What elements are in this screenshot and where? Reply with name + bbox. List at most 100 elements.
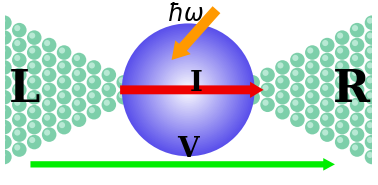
Circle shape	[104, 85, 110, 91]
Circle shape	[307, 62, 313, 68]
Circle shape	[14, 40, 20, 46]
Circle shape	[89, 77, 95, 83]
Circle shape	[337, 62, 343, 68]
Circle shape	[0, 30, 12, 45]
Circle shape	[89, 107, 95, 113]
Circle shape	[42, 127, 56, 142]
Circle shape	[57, 90, 71, 105]
Circle shape	[0, 152, 5, 158]
Circle shape	[350, 68, 364, 82]
Circle shape	[59, 107, 65, 113]
Circle shape	[153, 55, 223, 125]
Circle shape	[305, 75, 319, 90]
Circle shape	[0, 92, 5, 98]
Circle shape	[27, 135, 42, 149]
Circle shape	[59, 122, 65, 128]
Circle shape	[29, 47, 35, 54]
Circle shape	[335, 30, 349, 45]
Circle shape	[145, 47, 231, 133]
Circle shape	[29, 107, 35, 113]
Circle shape	[44, 130, 50, 136]
Circle shape	[14, 25, 20, 31]
Circle shape	[119, 77, 125, 83]
Circle shape	[335, 120, 349, 134]
Circle shape	[322, 70, 328, 76]
Circle shape	[148, 50, 228, 130]
Circle shape	[119, 92, 125, 98]
Circle shape	[307, 77, 313, 83]
Circle shape	[352, 25, 358, 31]
Circle shape	[275, 60, 290, 75]
Circle shape	[27, 75, 42, 90]
Circle shape	[322, 40, 328, 46]
Circle shape	[365, 105, 378, 120]
Circle shape	[337, 33, 343, 39]
Circle shape	[367, 33, 373, 39]
Circle shape	[12, 23, 26, 37]
Circle shape	[87, 105, 101, 120]
Circle shape	[352, 85, 358, 91]
Circle shape	[178, 80, 198, 100]
Circle shape	[57, 120, 71, 134]
Circle shape	[335, 60, 349, 75]
Circle shape	[305, 105, 319, 120]
Circle shape	[12, 83, 26, 97]
Circle shape	[160, 62, 217, 118]
Circle shape	[156, 58, 220, 121]
Circle shape	[307, 122, 313, 128]
Circle shape	[42, 83, 56, 97]
Circle shape	[155, 57, 222, 123]
Circle shape	[87, 90, 101, 105]
Circle shape	[172, 73, 205, 106]
Circle shape	[245, 90, 260, 105]
Circle shape	[14, 55, 20, 61]
Circle shape	[27, 120, 42, 134]
Circle shape	[292, 100, 298, 106]
Circle shape	[322, 130, 328, 136]
Circle shape	[350, 127, 364, 142]
Circle shape	[307, 107, 313, 113]
Circle shape	[0, 62, 5, 68]
Circle shape	[12, 127, 26, 142]
Circle shape	[307, 47, 313, 54]
Circle shape	[277, 62, 284, 68]
Circle shape	[87, 75, 101, 90]
Circle shape	[292, 85, 298, 91]
Circle shape	[0, 107, 5, 113]
Circle shape	[158, 60, 218, 120]
Circle shape	[365, 90, 378, 105]
Circle shape	[350, 53, 364, 67]
Circle shape	[29, 137, 35, 143]
Circle shape	[175, 77, 201, 103]
Circle shape	[29, 62, 35, 68]
Circle shape	[74, 100, 80, 106]
Circle shape	[44, 70, 50, 76]
Circle shape	[185, 87, 192, 93]
Circle shape	[367, 107, 373, 113]
Circle shape	[44, 100, 50, 106]
Circle shape	[0, 75, 12, 90]
Circle shape	[59, 92, 65, 98]
Circle shape	[0, 15, 12, 30]
Circle shape	[352, 55, 358, 61]
Circle shape	[42, 68, 56, 82]
Circle shape	[89, 92, 95, 98]
Circle shape	[290, 53, 305, 67]
Circle shape	[290, 68, 305, 82]
Circle shape	[167, 68, 210, 111]
Circle shape	[74, 55, 80, 61]
Circle shape	[104, 100, 110, 106]
FancyArrow shape	[172, 6, 220, 60]
Circle shape	[262, 100, 269, 106]
Circle shape	[367, 122, 373, 128]
Circle shape	[29, 77, 35, 83]
Circle shape	[352, 40, 358, 46]
Circle shape	[337, 47, 343, 54]
Circle shape	[29, 92, 35, 98]
Circle shape	[127, 28, 249, 151]
Circle shape	[12, 97, 26, 112]
Circle shape	[307, 92, 313, 98]
Circle shape	[365, 15, 378, 30]
Circle shape	[0, 137, 5, 143]
Circle shape	[322, 85, 328, 91]
